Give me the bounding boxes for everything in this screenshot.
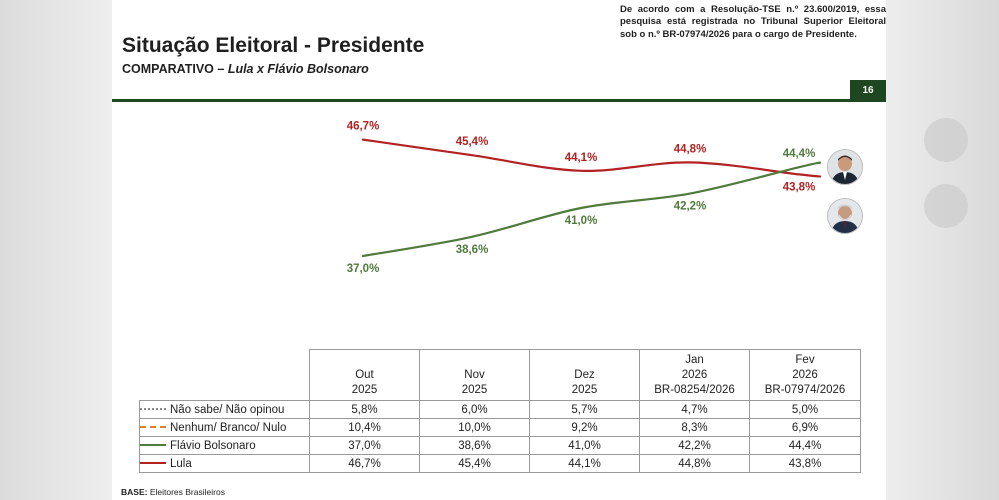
- data-label: 43,8%: [783, 181, 816, 193]
- table-cell: 41,0%: [529, 436, 640, 455]
- legend-swatch-dashed-icon: [140, 426, 166, 429]
- table-row: Lula 46,7% 45,4% 44,1% 44,8% 43,8%: [139, 454, 861, 473]
- column-year: 2025: [351, 384, 378, 396]
- column-month: Fev: [795, 354, 815, 366]
- column-header: Nov 2025: [419, 349, 530, 401]
- data-label: 41,0%: [565, 215, 598, 227]
- page-title: Situação Eleitoral - Presidente: [122, 34, 425, 57]
- table-cell: 44,1%: [529, 454, 640, 473]
- table-row: Nenhum/ Branco/ Nulo 10,4% 10,0% 9,2% 8,…: [139, 418, 861, 437]
- table-corner: [139, 349, 310, 401]
- data-label: 46,7%: [347, 121, 380, 133]
- column-month: Out: [355, 369, 374, 381]
- row-label-text: Flávio Bolsonaro: [170, 439, 256, 452]
- column-header: Dez 2025: [529, 349, 640, 401]
- flavio-bolsonaro-portrait-icon: [827, 149, 863, 185]
- background-right: [886, 0, 999, 500]
- table-header-row: Out 2025 Nov 2025 Dez 2025 Jan 2026 BR-0…: [139, 349, 861, 401]
- table-cell: 6,0%: [419, 400, 530, 419]
- column-year: 2026: [681, 369, 708, 381]
- registration-note: De acordo com a Resolução-TSE n.º 23.600…: [620, 4, 886, 40]
- data-label: 44,8%: [674, 143, 707, 155]
- column-month: Jan: [685, 354, 704, 366]
- table-cell: 5,7%: [529, 400, 640, 419]
- header-divider: [112, 99, 886, 102]
- table-row: Não sabe/ Não opinou 5,8% 6,0% 5,7% 4,7%…: [139, 400, 861, 419]
- row-label-text: Nenhum/ Branco/ Nulo: [170, 421, 287, 434]
- subtitle-prefix: COMPARATIVO –: [122, 62, 225, 76]
- base-value: Eleitores Brasileiros: [149, 487, 225, 497]
- table-cell: 4,7%: [639, 400, 750, 419]
- column-registration: BR-08254/2026: [654, 384, 735, 396]
- footer-base: BASE: Eleitores Brasileiros: [121, 487, 225, 497]
- column-year: 2025: [571, 384, 598, 396]
- table-cell: 42,2%: [639, 436, 750, 455]
- table-cell: 37,0%: [309, 436, 420, 455]
- row-label: Nenhum/ Branco/ Nulo: [139, 418, 310, 437]
- series-line-flávio-bolsonaro: [361, 161, 822, 258]
- table-cell: 6,9%: [749, 418, 861, 437]
- row-label-text: Lula: [170, 457, 192, 470]
- series-line-lula: [361, 138, 822, 178]
- table-cell: 5,8%: [309, 400, 420, 419]
- row-label: Não sabe/ Não opinou: [139, 400, 310, 419]
- page-subtitle: COMPARATIVO – Lula x Flávio Bolsonaro: [122, 62, 369, 76]
- blurred-portrait-icon: [924, 184, 968, 228]
- data-label: 42,2%: [674, 201, 707, 213]
- table-cell: 38,6%: [419, 436, 530, 455]
- table-row: Flávio Bolsonaro 37,0% 38,6% 41,0% 42,2%…: [139, 436, 861, 455]
- data-label: 44,1%: [565, 152, 598, 164]
- column-year: 2026: [792, 369, 818, 381]
- page-number-badge: 16: [850, 80, 886, 102]
- column-year: 2025: [461, 384, 488, 396]
- table-cell: 10,4%: [309, 418, 420, 437]
- column-month: Nov: [464, 369, 485, 381]
- row-label-text: Não sabe/ Não opinou: [170, 403, 285, 416]
- data-label: 37,0%: [347, 263, 380, 275]
- table-cell: 46,7%: [309, 454, 420, 473]
- column-registration: BR-07974/2026: [764, 384, 846, 396]
- legend-swatch-red-icon: [140, 462, 166, 465]
- legend-swatch-green-icon: [140, 444, 166, 447]
- table-cell: 8,3%: [639, 418, 750, 437]
- data-label: 44,4%: [783, 148, 816, 160]
- base-label: BASE:: [121, 487, 148, 497]
- results-table: Out 2025 Nov 2025 Dez 2025 Jan 2026 BR-0…: [139, 349, 861, 473]
- table-cell: 44,8%: [639, 454, 750, 473]
- data-label: 38,6%: [456, 244, 489, 256]
- column-header: Fev 2026 BR-07974/2026: [749, 349, 861, 401]
- table-cell: 9,2%: [529, 418, 640, 437]
- table-cell: 5,0%: [749, 400, 861, 419]
- row-label: Flávio Bolsonaro: [139, 436, 310, 455]
- column-header: Out 2025: [309, 349, 420, 401]
- column-month: Dez: [574, 369, 595, 381]
- row-label: Lula: [139, 454, 310, 473]
- legend-swatch-dotted-icon: [140, 408, 166, 411]
- subtitle-comparison: Lula x Flávio Bolsonaro: [227, 62, 369, 76]
- table-cell: 44,4%: [749, 436, 861, 455]
- data-label: 45,4%: [456, 136, 489, 148]
- table-cell: 43,8%: [749, 454, 861, 473]
- table-cell: 45,4%: [419, 454, 530, 473]
- lula-portrait-icon: [827, 198, 863, 234]
- table-cell: 10,0%: [419, 418, 530, 437]
- background-left: [0, 0, 112, 500]
- column-header: Jan 2026 BR-08254/2026: [639, 349, 750, 401]
- blurred-portrait-icon: [924, 118, 968, 162]
